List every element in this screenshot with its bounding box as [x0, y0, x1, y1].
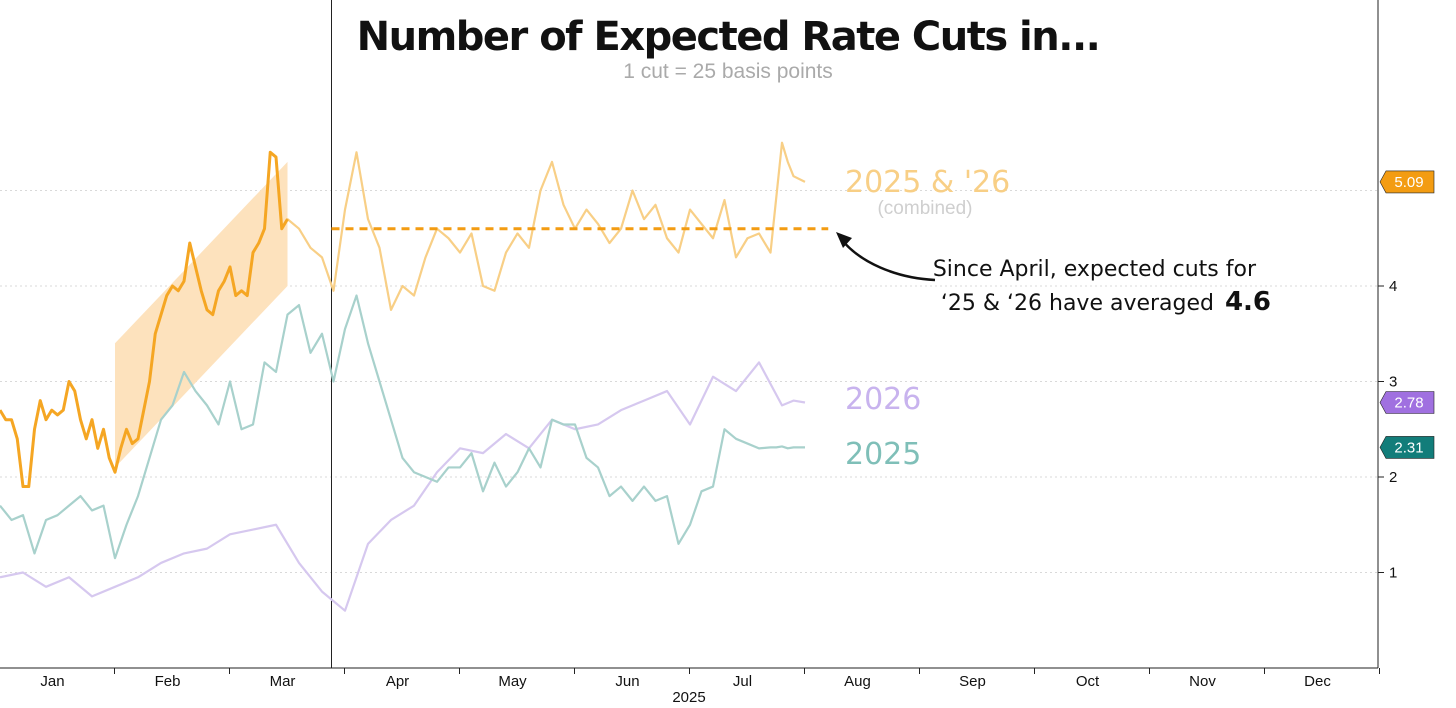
- y-tick-label-4: 4: [1389, 278, 1397, 295]
- annotation-line1: Since April, expected cuts for: [933, 257, 1257, 282]
- value-badge-text: 2.78: [1394, 395, 1423, 412]
- x-tick-label-may: May: [498, 673, 527, 690]
- value-badge: 2.78: [1379, 391, 1435, 414]
- x-tick-label-jul: Jul: [733, 673, 752, 690]
- x-tick-label-jun: Jun: [615, 673, 639, 690]
- series-line-2026: [0, 361, 806, 612]
- annotation-line2: ‘25 & ‘26 have averaged: [941, 291, 1214, 316]
- series-labels: 2025 & '26(combined) 2026 2025: [845, 165, 1010, 472]
- year-label: 2025: [672, 689, 705, 706]
- annotation: Since April, expected cuts for ‘25 & ‘26…: [836, 232, 1271, 317]
- series-label: 2025: [845, 437, 921, 472]
- series-line-highlight: [0, 150, 289, 489]
- value-badge-text: 5.09: [1394, 174, 1423, 191]
- series-label: 2025 & '26: [845, 165, 1010, 200]
- chart-subtitle: 1 cut = 25 basis points: [623, 60, 833, 83]
- x-tick-label-aug: Aug: [844, 673, 871, 690]
- annotation-arrow: [841, 239, 936, 282]
- x-tick-label-feb: Feb: [155, 673, 181, 690]
- x-tick-label-nov: Nov: [1189, 673, 1216, 690]
- x-tick-label-apr: Apr: [386, 673, 409, 690]
- x-tick-label-dec: Dec: [1304, 673, 1331, 690]
- value-badge-text: 2.31: [1394, 439, 1423, 456]
- value-badge: 5.09: [1379, 170, 1435, 194]
- x-tick-label-jan: Jan: [40, 673, 64, 690]
- y-tick-label-1: 1: [1389, 565, 1397, 582]
- series-line-2025: [0, 294, 805, 560]
- annotation-arrowhead: [836, 232, 852, 248]
- axes: Jan Feb Mar Apr May Jun Jul Aug Sep Oct Nov Dec 1 2 3 4: [0, 0, 1397, 690]
- chart-title: Number of Expected Rate Cuts in...: [357, 14, 1100, 60]
- series-sublabel: (combined): [877, 198, 972, 219]
- x-tick-label-sep: Sep: [959, 673, 986, 690]
- annotation-value: 4.6: [1225, 287, 1271, 317]
- series-lines: [0, 141, 806, 612]
- value-badge: 2.31: [1379, 436, 1435, 459]
- series-label: 2026: [845, 382, 921, 417]
- x-tick-label-oct: Oct: [1076, 673, 1100, 690]
- x-tick-label-mar: Mar: [270, 673, 296, 690]
- highlight-band: [115, 161, 288, 468]
- y-tick-label-2: 2: [1389, 469, 1397, 486]
- value-badges: 5.09 2.78 2.31: [1379, 170, 1435, 459]
- y-tick-label-3: 3: [1389, 374, 1397, 391]
